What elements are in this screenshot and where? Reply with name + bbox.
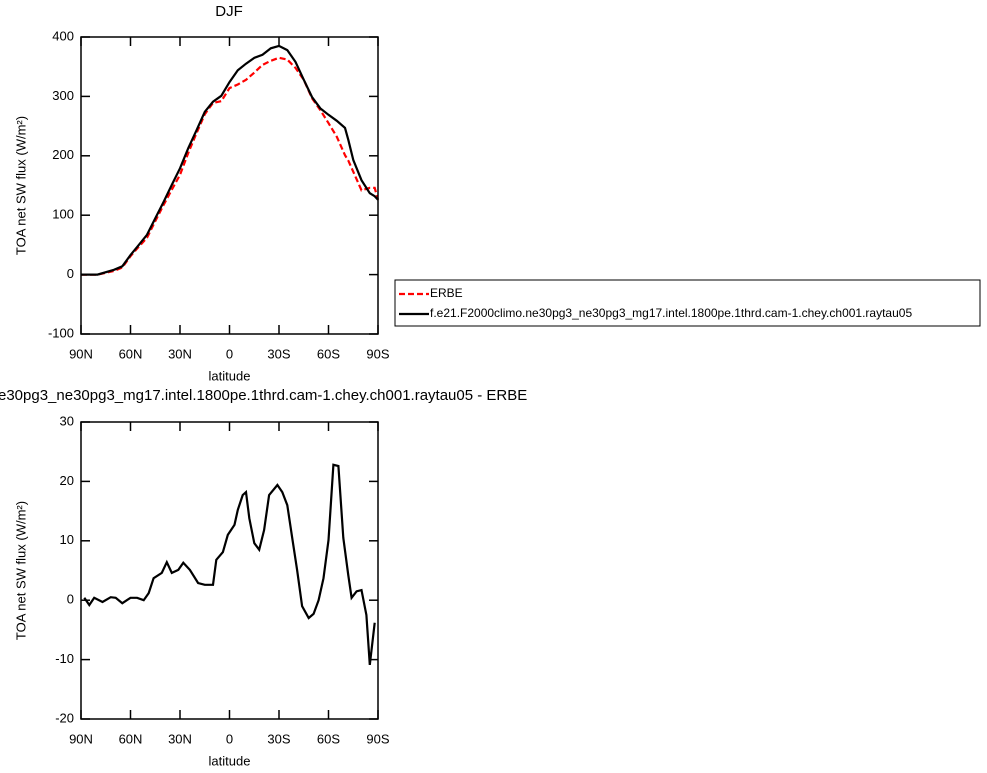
y-tick-label: 400 xyxy=(52,28,74,43)
y-tick-label: 0 xyxy=(67,266,74,281)
data-line xyxy=(81,56,380,276)
y-tick-label: -20 xyxy=(55,710,74,725)
legend-label: f.e21.F2000climo.ne30pg3_ne30pg3_mg17.in… xyxy=(430,306,912,320)
x-tick-label: 60S xyxy=(317,346,340,361)
y-tick-label: 10 xyxy=(60,532,74,547)
y-tick-label: -10 xyxy=(55,651,74,666)
y-tick-label: 300 xyxy=(52,88,74,103)
y-tick-label: 200 xyxy=(52,147,74,162)
legend-box xyxy=(394,279,981,327)
x-axis-label: latitude xyxy=(209,753,251,768)
x-tick-label: 30S xyxy=(267,346,290,361)
chart-title: DJF xyxy=(215,3,243,20)
y-axis-label: TOA net SW flux (W/m²) xyxy=(13,501,28,640)
y-tick-label: 0 xyxy=(67,592,74,607)
chart-title: e30pg3_ne30pg3_mg17.intel.1800pe.1thrd.c… xyxy=(0,387,527,404)
y-tick-label: 100 xyxy=(52,207,74,222)
x-axis-label: latitude xyxy=(209,368,251,383)
data-line xyxy=(81,44,379,276)
y-tick-label: 20 xyxy=(60,473,74,488)
x-tick-label: 30S xyxy=(267,731,290,746)
legend-label: ERBE xyxy=(430,286,463,300)
x-tick-label: 30N xyxy=(168,346,192,361)
y-tick-label: -100 xyxy=(48,325,74,340)
x-tick-label: 30N xyxy=(168,731,192,746)
x-tick-label: 90N xyxy=(69,731,93,746)
x-tick-label: 0 xyxy=(226,731,233,746)
data-line xyxy=(83,463,376,666)
y-tick-label: 30 xyxy=(60,413,74,428)
x-tick-label: 60N xyxy=(119,731,143,746)
plot-frame xyxy=(80,36,379,335)
x-tick-label: 60N xyxy=(119,346,143,361)
x-tick-label: 90S xyxy=(366,731,389,746)
plot-frame xyxy=(80,421,379,720)
x-tick-label: 90N xyxy=(69,346,93,361)
y-axis-label: TOA net SW flux (W/m²) xyxy=(13,116,28,255)
x-tick-label: 60S xyxy=(317,731,340,746)
x-tick-label: 90S xyxy=(366,346,389,361)
x-tick-label: 0 xyxy=(226,346,233,361)
